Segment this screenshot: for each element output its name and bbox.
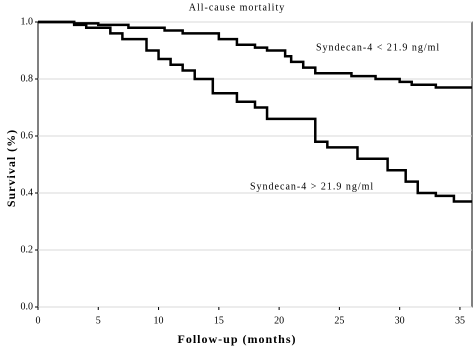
x-tick-label: 30 — [395, 315, 405, 326]
x-axis-label: Follow-up (months) — [177, 332, 296, 346]
x-tick-label: 5 — [96, 315, 101, 326]
survival-curve — [38, 20, 472, 203]
plot-frame — [37, 21, 473, 308]
y-axis-label: Survival (%) — [4, 129, 18, 207]
series-label: Syndecan-4 < 21.9 ng/ml — [316, 42, 440, 53]
x-tick-label: 15 — [214, 315, 224, 326]
survival-curve — [38, 20, 472, 89]
x-tick-label: 10 — [154, 315, 164, 326]
y-tick-label: 0.6 — [21, 130, 34, 141]
y-tick-label: 0.2 — [21, 244, 34, 255]
y-tick-label: 0.0 — [21, 301, 34, 312]
x-tick-label: 20 — [274, 315, 284, 326]
chart-title: All-cause mortality — [189, 2, 285, 13]
x-tick-label: 35 — [455, 315, 465, 326]
series-label: Syndecan-4 > 21.9 ng/ml — [250, 181, 374, 192]
x-tick-label: 25 — [334, 315, 344, 326]
y-tick-label: 0.8 — [21, 73, 34, 84]
y-tick-label: 0.4 — [21, 187, 34, 198]
x-tick-label: 0 — [36, 315, 41, 326]
y-tick-label: 1.0 — [21, 16, 34, 27]
